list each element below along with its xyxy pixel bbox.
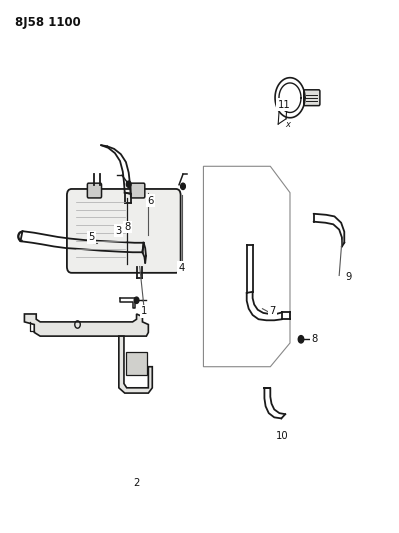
FancyBboxPatch shape [304,90,320,106]
FancyBboxPatch shape [87,183,101,198]
FancyBboxPatch shape [67,189,181,273]
Circle shape [126,181,131,188]
Text: x: x [286,120,290,129]
Text: 8: 8 [125,222,131,232]
Circle shape [298,336,304,343]
Text: 2: 2 [133,478,140,488]
Circle shape [181,183,186,190]
Text: 4: 4 [179,263,185,272]
Text: 8: 8 [312,334,318,344]
Text: 11: 11 [278,100,290,110]
Text: 9: 9 [345,272,352,282]
Polygon shape [119,336,152,393]
Circle shape [134,297,139,303]
Polygon shape [126,352,147,375]
Text: 8J58 1100: 8J58 1100 [15,16,80,29]
FancyBboxPatch shape [130,183,145,198]
Text: 5: 5 [88,232,95,243]
Text: 3: 3 [116,225,122,236]
Polygon shape [24,314,148,336]
Text: 6: 6 [147,196,154,206]
Text: 1: 1 [141,306,148,316]
Text: 7: 7 [269,306,275,316]
Text: 10: 10 [276,431,288,441]
